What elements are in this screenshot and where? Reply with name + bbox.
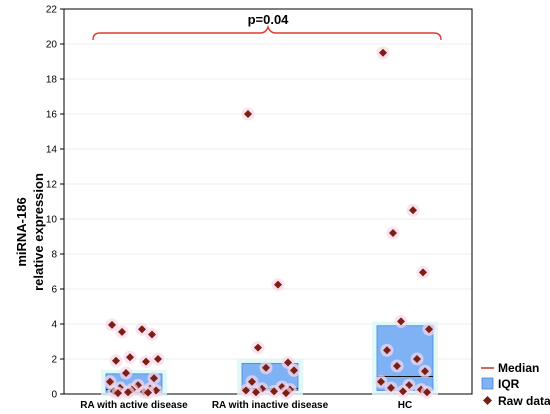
y-tick-label: 14 [46,145,58,156]
raw-data-point [397,317,405,326]
raw-data-point [148,330,156,339]
raw-data-point [154,355,162,363]
significance-bracket [92,24,442,41]
raw-data-point [274,280,282,289]
raw-data-point [425,325,433,334]
y-axis-label-line1: miRNA-186 [14,197,29,266]
y-tick-label: 6 [51,285,57,296]
raw-data-point [393,362,401,370]
legend-iqr-label: IQR [498,377,520,391]
raw-data-point [122,369,130,377]
raw-data-point [387,383,395,392]
x-category-label: RA with inactive disease [212,400,329,411]
raw-data-point [423,388,431,397]
raw-data-point [399,387,407,396]
y-tick-label: 20 [46,40,58,51]
raw-data-point [379,48,387,57]
x-category-label: HC [398,400,412,411]
raw-data-point [282,389,290,398]
x-category-label: RA with active disease [80,400,188,411]
raw-data-point [144,388,152,397]
raw-data-point [290,366,298,375]
raw-data-point [118,327,126,336]
legend-median-label: Median [498,361,539,375]
raw-data-point [112,356,120,365]
p-value-annotation: p=0.04 [248,12,290,27]
raw-data-point [142,357,150,366]
raw-data-point [270,387,278,396]
raw-data-point [252,388,260,397]
raw-data-point [377,377,385,386]
raw-data-point [254,343,262,352]
y-tick-label: 10 [46,215,58,226]
raw-data-point [108,320,116,329]
y-tick-label: 22 [46,5,58,16]
y-tick-label: 18 [46,75,58,86]
legend-raw-swatch [483,396,492,405]
raw-data-point [114,389,122,398]
raw-data-point [421,367,429,376]
raw-data-point [106,377,114,386]
y-axis: 0 2 4 6 8 10 12 14 16 18 20 22 [46,5,64,401]
raw-data-point [284,358,292,367]
y-axis-label-line2: relative expression [31,173,46,291]
raw-data-point [389,229,397,237]
gridlines [64,43,472,360]
y-tick-label: 8 [51,250,57,261]
legend: Median IQR Raw data [481,361,550,408]
legend-iqr-swatch [481,377,494,390]
y-tick-label: 4 [51,320,57,331]
raw-data-points [103,46,436,400]
raw-data-point [383,346,391,355]
legend-raw-label: Raw data [498,394,550,408]
raw-data-point [124,388,132,397]
y-tick-label: 0 [51,390,57,401]
raw-data-point [409,206,417,215]
raw-data-point [244,110,252,118]
y-tick-label: 2 [51,355,57,366]
raw-data-point [150,374,158,383]
raw-data-point [413,355,421,363]
x-axis-categories: RA with active disease RA with inactive d… [80,400,412,411]
raw-data-point [242,386,250,395]
y-tick-label: 12 [46,180,58,191]
y-tick-label: 16 [46,110,58,121]
raw-data-point [138,325,146,334]
raw-data-point [126,353,134,362]
raw-data-point [248,377,256,386]
raw-data-point [262,363,270,372]
raw-data-point [419,268,427,277]
